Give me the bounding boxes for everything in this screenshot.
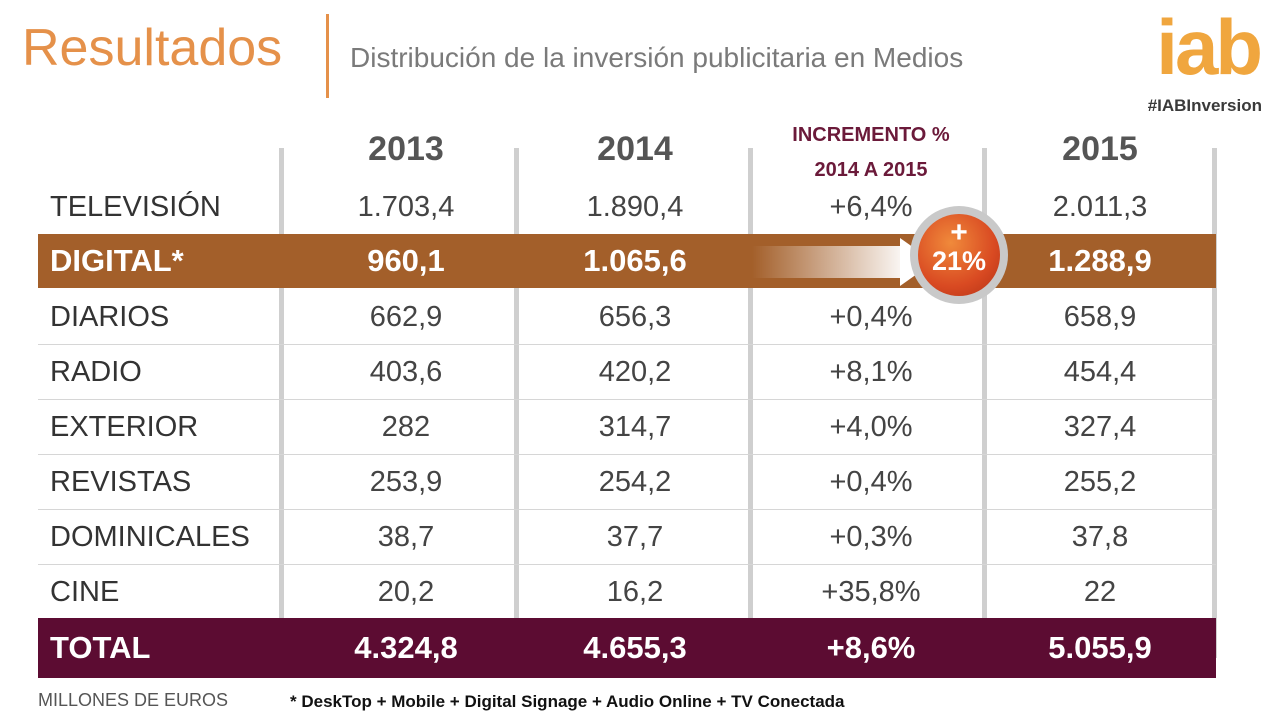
table-row-digital: DIGITAL* 960,1 1.065,6 + 21% 1.288,9 <box>38 206 1216 304</box>
row-label: CINE <box>50 576 120 608</box>
cell-2015: 454,4 <box>1063 356 1137 388</box>
cell-2013: 282 <box>381 411 431 443</box>
plus-icon: + <box>950 216 968 249</box>
cell-increment: +35,8% <box>821 576 921 608</box>
cell-2014: 16,2 <box>606 576 664 608</box>
cell-increment: +8,6% <box>826 630 916 665</box>
row-label: RADIO <box>50 356 142 388</box>
cell-2015: 2.011,3 <box>1052 191 1148 223</box>
investment-table: 2013 2014 INCREMENTO % 2014 A 2015 2015 … <box>38 118 1217 678</box>
cell-2014: 1.065,6 <box>583 243 687 278</box>
hashtag: #IABInversion <box>1147 96 1262 115</box>
header-2014: 2014 <box>597 130 673 168</box>
cell-increment: +4,0% <box>829 411 913 443</box>
cell-2015: 255,2 <box>1063 466 1137 498</box>
row-label: TOTAL <box>50 630 151 665</box>
cell-increment: +0,3% <box>829 521 913 553</box>
iab-logo: iab #IABInversion <box>1120 3 1280 118</box>
header-increment-line2: 2014 A 2015 <box>814 159 928 181</box>
cell-2013: 1.703,4 <box>357 191 455 223</box>
column-divider <box>514 148 519 658</box>
column-divider <box>748 148 753 658</box>
header-2015: 2015 <box>1062 130 1138 168</box>
table-row: REVISTAS 253,9 254,2 +0,4% 255,2 <box>38 455 1216 510</box>
row-label: DOMINICALES <box>50 521 250 553</box>
cell-2014: 254,2 <box>598 466 672 498</box>
cell-2014: 1.890,4 <box>586 191 684 223</box>
column-divider <box>279 148 284 658</box>
cell-2015: 1.288,9 <box>1048 243 1152 278</box>
growth-arrow-shaft <box>752 246 902 278</box>
header-increment-line1: INCREMENTO % <box>792 124 950 146</box>
cell-increment: +8,1% <box>829 356 913 388</box>
iab-logo-text: iab <box>1156 3 1263 91</box>
cell-2013: 662,9 <box>369 301 443 333</box>
cell-2015: 22 <box>1083 576 1117 608</box>
cell-2014: 4.655,3 <box>583 630 687 665</box>
cell-2013: 20,2 <box>377 576 435 608</box>
cell-2014: 37,7 <box>606 521 664 553</box>
growth-badge-circle: + 21% <box>918 214 1000 296</box>
cell-2015: 658,9 <box>1063 301 1137 333</box>
cell-2013: 38,7 <box>377 521 435 553</box>
cell-2015: 37,8 <box>1071 521 1129 553</box>
cell-2013: 403,6 <box>369 356 443 388</box>
table-row: EXTERIOR 282 314,7 +4,0% 327,4 <box>38 400 1216 455</box>
table-row: TELEVISIÓN 1.703,4 1.890,4 +6,4% 2.011,3 <box>38 180 1216 235</box>
cell-increment: +0,4% <box>829 301 913 333</box>
cell-2014: 656,3 <box>598 301 672 333</box>
page-subtitle: Distribución de la inversión publicitari… <box>350 42 964 73</box>
table-row: RADIO 403,6 420,2 +8,1% 454,4 <box>38 345 1216 400</box>
table-row: DIARIOS 662,9 656,3 +0,4% 658,9 <box>38 290 1216 345</box>
header-increment: INCREMENTO % 2014 A 2015 <box>754 118 988 188</box>
row-label: EXTERIOR <box>50 411 199 443</box>
cell-2014: 420,2 <box>598 356 672 388</box>
page-title: Resultados <box>22 19 283 77</box>
table-row-total: TOTAL 4.324,8 4.655,3 +8,6% 5.055,9 <box>38 618 1216 678</box>
cell-2013: 4.324,8 <box>354 630 458 665</box>
cell-2015: 327,4 <box>1063 411 1137 443</box>
header-2013: 2013 <box>368 130 444 168</box>
table-row: CINE 20,2 16,2 +35,8% 22 <box>38 565 1216 619</box>
row-label: REVISTAS <box>50 466 192 498</box>
row-label: DIARIOS <box>50 301 170 333</box>
cell-2014: 314,7 <box>598 411 672 443</box>
cell-2013: 253,9 <box>369 466 443 498</box>
title-divider <box>326 14 329 98</box>
units-label: MILLONES DE EUROS <box>38 690 229 710</box>
cell-2015: 5.055,9 <box>1048 630 1152 665</box>
cell-2013: 960,1 <box>367 243 445 278</box>
growth-badge-value: 21% <box>931 246 987 276</box>
cell-increment: +6,4% <box>829 191 913 223</box>
table-row: DOMINICALES 38,7 37,7 +0,3% 37,8 <box>38 510 1216 565</box>
column-divider <box>982 148 987 658</box>
column-divider <box>1212 148 1217 658</box>
footnote: * DeskTop + Mobile + Digital Signage + A… <box>290 692 845 711</box>
row-label: TELEVISIÓN <box>50 191 221 223</box>
cell-increment: +0,4% <box>829 466 913 498</box>
growth-badge: + 21% <box>910 206 1008 304</box>
row-label: DIGITAL* <box>50 243 184 278</box>
